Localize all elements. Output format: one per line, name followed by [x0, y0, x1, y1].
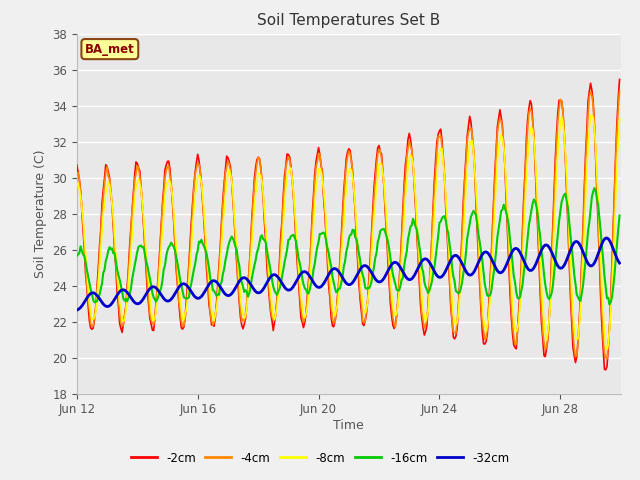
Title: Soil Temperatures Set B: Soil Temperatures Set B	[257, 13, 440, 28]
Text: BA_met: BA_met	[85, 43, 134, 56]
Legend: -2cm, -4cm, -8cm, -16cm, -32cm: -2cm, -4cm, -8cm, -16cm, -32cm	[126, 447, 514, 469]
X-axis label: Time: Time	[333, 419, 364, 432]
Y-axis label: Soil Temperature (C): Soil Temperature (C)	[33, 149, 47, 278]
